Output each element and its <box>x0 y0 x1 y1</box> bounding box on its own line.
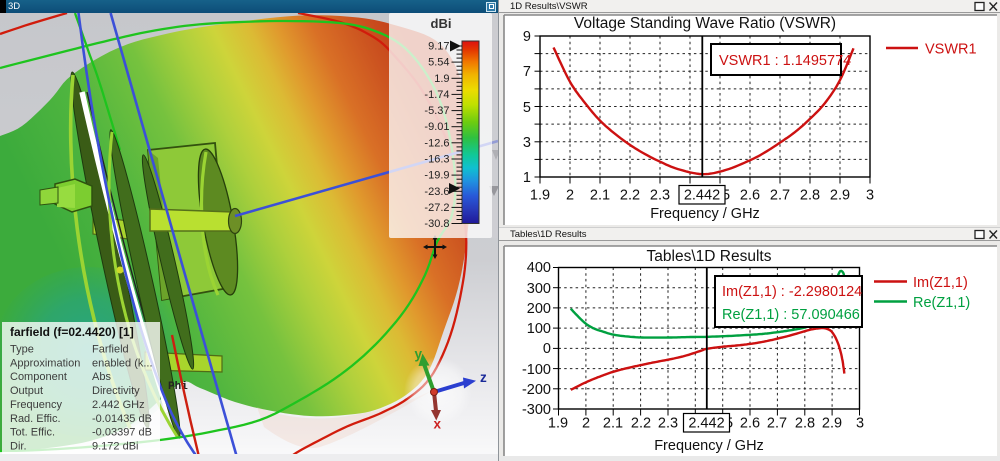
svg-text:-19.9: -19.9 <box>424 170 449 182</box>
svg-text:2: 2 <box>566 188 574 204</box>
svg-text:1: 1 <box>523 170 531 186</box>
svg-text:9: 9 <box>523 29 531 45</box>
svg-text:y: y <box>415 347 423 362</box>
svg-text:Re(Z1,1): Re(Z1,1) <box>913 295 970 311</box>
svg-text:Phi: Phi <box>168 381 188 393</box>
svg-text:-200: -200 <box>522 382 551 398</box>
svg-text:2.442 GHz: 2.442 GHz <box>92 399 145 411</box>
svg-text:2.8: 2.8 <box>795 416 815 432</box>
svg-text:Type: Type <box>10 344 34 356</box>
svg-text:3: 3 <box>523 135 531 151</box>
svg-text:2.7: 2.7 <box>770 188 790 204</box>
svg-text:5.54: 5.54 <box>428 57 449 69</box>
svg-text:2: 2 <box>582 416 590 432</box>
svg-text:200: 200 <box>527 301 551 317</box>
svg-text:1.9: 1.9 <box>434 73 449 85</box>
svg-text:9.172 dBi: 9.172 dBi <box>92 441 138 453</box>
svg-text:3: 3 <box>866 188 874 204</box>
svg-text:2.9: 2.9 <box>830 188 850 204</box>
svg-text:-12.6: -12.6 <box>424 137 449 149</box>
svg-text:5: 5 <box>523 100 531 116</box>
svg-text:2.3: 2.3 <box>658 416 678 432</box>
svg-text:2.1: 2.1 <box>603 416 623 432</box>
svg-text:VSWR1: VSWR1 <box>925 42 977 58</box>
svg-text:1.9: 1.9 <box>548 416 568 432</box>
svg-text:-1.74: -1.74 <box>424 89 449 101</box>
svg-text:7: 7 <box>523 64 531 80</box>
svg-text:2.2: 2.2 <box>631 416 651 432</box>
svg-text:Frequency / GHz: Frequency / GHz <box>654 438 764 454</box>
svg-text:Frequency / GHz: Frequency / GHz <box>650 206 760 222</box>
svg-text:VSWR1 : 1.1495774: VSWR1 : 1.1495774 <box>719 53 851 69</box>
svg-text:dBi: dBi <box>431 16 452 31</box>
svg-text:-16.3: -16.3 <box>424 154 449 166</box>
svg-text:3: 3 <box>856 416 864 432</box>
svg-text:2.1: 2.1 <box>590 188 610 204</box>
svg-text:z: z <box>480 370 487 385</box>
svg-text:-100: -100 <box>522 362 551 378</box>
svg-text:Tables\1D Results: Tables\1D Results <box>647 248 772 265</box>
svg-text:-23.6: -23.6 <box>424 186 449 198</box>
svg-text:-0.01435 dB: -0.01435 dB <box>92 413 152 425</box>
svg-text:2.8: 2.8 <box>800 188 820 204</box>
svg-text:Dir.: Dir. <box>10 441 27 453</box>
svg-text:Approximation: Approximation <box>10 357 80 369</box>
svg-text:Component: Component <box>10 371 67 383</box>
svg-text:9.17: 9.17 <box>428 41 449 53</box>
svg-text:Re(Z1,1) : 57.090466: Re(Z1,1) : 57.090466 <box>722 307 860 323</box>
svg-text:300: 300 <box>527 281 551 297</box>
svg-text:Voltage Standing Wave Ratio (V: Voltage Standing Wave Ratio (VSWR) <box>574 15 836 32</box>
svg-text:2.2: 2.2 <box>620 188 640 204</box>
svg-text:-0.03397 dB: -0.03397 dB <box>92 427 152 439</box>
svg-text:2.442: 2.442 <box>688 416 724 432</box>
svg-text:2.9: 2.9 <box>822 416 842 432</box>
svg-text:Farfield: Farfield <box>92 344 129 356</box>
svg-text:x: x <box>434 417 442 432</box>
svg-text:1.9: 1.9 <box>530 188 550 204</box>
svg-text:2.442: 2.442 <box>684 188 720 204</box>
svg-text:-27.2: -27.2 <box>424 202 449 214</box>
svg-text:0: 0 <box>543 341 551 357</box>
svg-text:farfield (f=02.4420) [1]: farfield (f=02.4420) [1] <box>10 325 134 339</box>
svg-text:-300: -300 <box>522 402 551 418</box>
svg-text:Frequency: Frequency <box>10 399 62 411</box>
svg-text:Directivity: Directivity <box>92 385 140 397</box>
svg-text:Tot. Effic.: Tot. Effic. <box>10 427 55 439</box>
svg-text:-9.01: -9.01 <box>424 121 449 133</box>
svg-text:Im(Z1,1) : -2.2980124: Im(Z1,1) : -2.2980124 <box>722 284 862 300</box>
svg-text:2.6: 2.6 <box>740 416 760 432</box>
svg-text:2.6: 2.6 <box>740 188 760 204</box>
svg-text:2.7: 2.7 <box>767 416 787 432</box>
svg-text:Rad. Effic.: Rad. Effic. <box>10 413 61 425</box>
svg-text:Abs: Abs <box>92 371 111 383</box>
svg-text:Output: Output <box>10 385 43 397</box>
svg-text:-30.8: -30.8 <box>424 218 449 230</box>
svg-text:-5.37: -5.37 <box>424 105 449 117</box>
svg-text:Im(Z1,1): Im(Z1,1) <box>913 275 968 291</box>
svg-text:400: 400 <box>527 260 551 276</box>
svg-text:100: 100 <box>527 321 551 337</box>
svg-text:enabled (k...: enabled (k... <box>92 357 153 369</box>
svg-text:2.3: 2.3 <box>650 188 670 204</box>
